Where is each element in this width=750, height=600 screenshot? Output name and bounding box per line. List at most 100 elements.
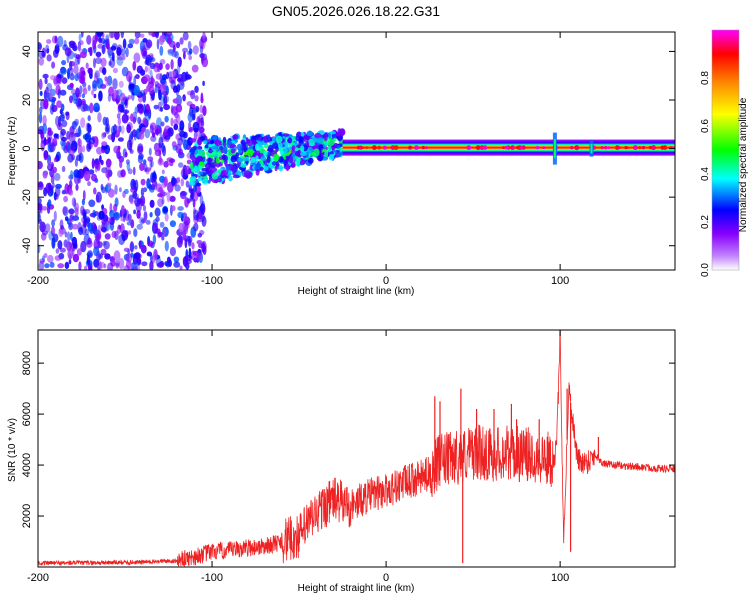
onset-blob	[267, 144, 274, 153]
noise-blob	[87, 237, 92, 245]
carrier-bead	[604, 145, 608, 150]
y-tick-label: 4000	[21, 453, 33, 477]
noise-blob	[150, 160, 154, 168]
noise-blob	[140, 244, 147, 254]
noise-blob	[115, 260, 120, 267]
noise-blob	[104, 253, 111, 260]
noise-blob	[105, 169, 111, 179]
noise-blob	[180, 178, 185, 187]
onset-blob	[242, 157, 250, 162]
onset-blob	[288, 155, 294, 164]
noise-blob	[76, 248, 82, 256]
onset-blob	[260, 156, 267, 161]
noise-blob	[169, 195, 176, 202]
noise-blob	[43, 153, 48, 161]
onset-blob	[214, 139, 222, 147]
noise-blob	[81, 32, 84, 38]
noise-blob	[120, 32, 125, 39]
noise-blob	[123, 265, 130, 270]
carrier-bead	[511, 145, 515, 150]
noise-blob	[172, 98, 179, 104]
noise-blob	[68, 189, 74, 196]
noise-blob	[117, 224, 122, 234]
carrier-bead	[358, 145, 363, 150]
noise-blob	[187, 112, 194, 123]
noise-blob	[103, 240, 110, 250]
noise-blob	[66, 242, 70, 251]
noise-blob	[83, 211, 87, 218]
noise-blob	[103, 263, 107, 269]
noise-blob	[80, 70, 85, 82]
noise-blob	[154, 149, 162, 157]
noise-blob	[53, 210, 57, 222]
onset-blob	[288, 137, 293, 144]
noise-blob	[185, 74, 192, 80]
noise-blob	[100, 159, 104, 166]
onset-blob	[221, 154, 226, 161]
noise-blob	[144, 128, 151, 139]
noise-blob	[51, 237, 56, 249]
noise-blob	[159, 175, 166, 183]
noise-blob	[155, 32, 159, 39]
noise-blob	[119, 160, 123, 169]
noise-blob	[98, 261, 106, 269]
noise-blob	[134, 252, 141, 260]
noise-blob	[188, 247, 192, 259]
onset-blob	[196, 155, 204, 162]
noise-blob	[178, 222, 184, 233]
noise-blob	[193, 131, 198, 141]
noise-blob	[148, 32, 153, 36]
noise-blob	[126, 161, 131, 171]
onset-blob	[339, 128, 346, 137]
noise-blob	[97, 112, 102, 123]
onset-blob	[200, 150, 206, 158]
noise-blob	[192, 121, 200, 133]
noise-blob	[82, 190, 86, 201]
noise-blob	[202, 80, 205, 86]
noise-blob	[164, 261, 169, 267]
noise-blob	[139, 217, 145, 225]
noise-blob	[42, 170, 48, 179]
noise-blob	[149, 124, 154, 134]
noise-blob	[189, 126, 193, 132]
noise-blob	[106, 182, 112, 187]
noise-blob	[159, 221, 165, 228]
noise-blob	[71, 197, 77, 207]
onset-blob	[317, 137, 324, 144]
noise-blob	[159, 83, 167, 92]
noise-blob	[98, 210, 105, 220]
noise-blob	[155, 216, 160, 222]
noise-blob	[60, 225, 64, 230]
noise-blob	[151, 93, 155, 101]
noise-blob	[38, 129, 44, 135]
carrier-bead	[542, 146, 546, 150]
noise-blob	[77, 137, 81, 146]
noise-blob	[78, 261, 82, 270]
noise-blob	[137, 96, 144, 103]
noise-blob	[161, 235, 165, 241]
noise-blob	[141, 126, 147, 133]
noise-blob	[127, 262, 133, 270]
noise-blob	[202, 32, 206, 39]
noise-blob	[55, 183, 62, 189]
noise-blob	[170, 80, 176, 90]
noise-blob	[149, 212, 153, 218]
noise-blob	[49, 261, 55, 268]
noise-blob	[126, 70, 133, 82]
x-tick-label: 0	[383, 572, 389, 584]
noise-blob	[179, 190, 187, 200]
noise-blob	[44, 263, 50, 269]
carrier-bead	[475, 145, 481, 151]
noise-blob	[200, 92, 204, 102]
noise-blob	[49, 142, 56, 153]
noise-blob	[157, 101, 162, 112]
noise-blob	[154, 62, 160, 68]
noise-blob	[191, 64, 199, 73]
noise-blob	[85, 62, 89, 69]
noise-blob	[122, 54, 126, 61]
noise-blob	[108, 188, 115, 198]
noise-blob	[80, 240, 87, 253]
noise-blob	[154, 251, 158, 258]
carrier-bead	[617, 146, 621, 150]
noise-blob	[64, 261, 70, 269]
